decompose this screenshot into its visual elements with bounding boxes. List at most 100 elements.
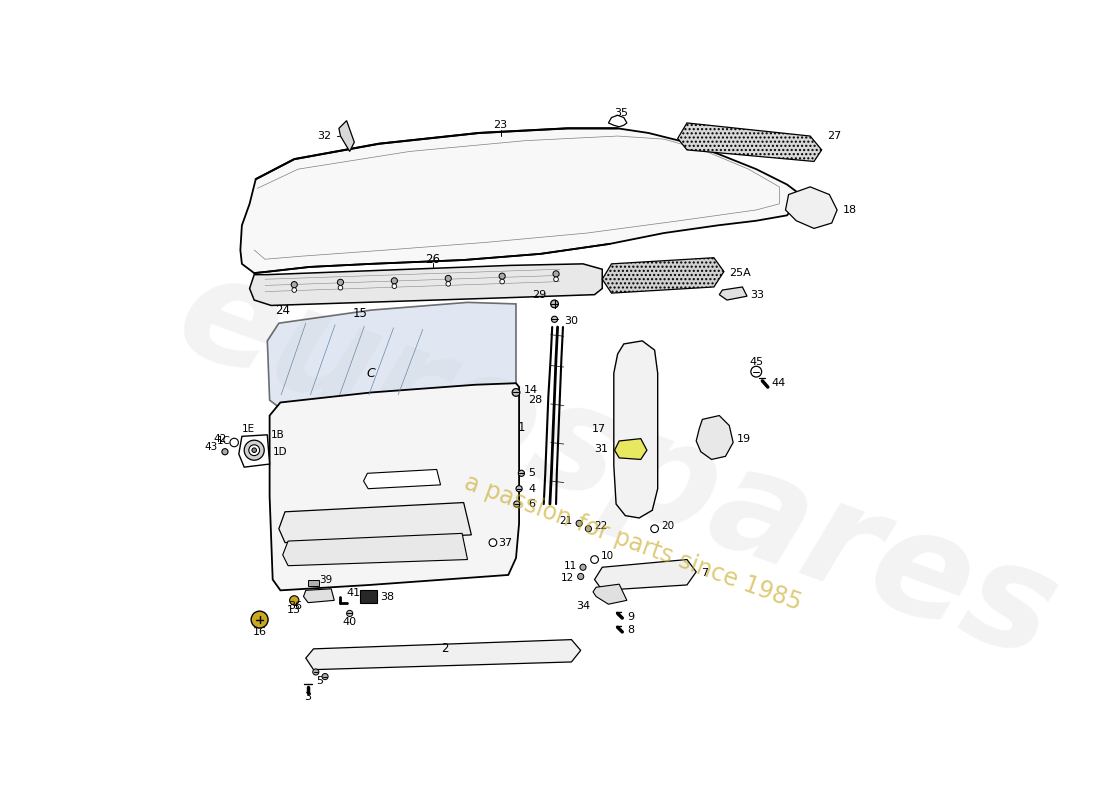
Polygon shape: [270, 383, 519, 590]
Circle shape: [651, 525, 659, 533]
Circle shape: [289, 596, 299, 605]
Polygon shape: [615, 438, 647, 459]
Text: 33: 33: [750, 290, 764, 300]
Polygon shape: [719, 287, 747, 300]
Text: 25A: 25A: [729, 268, 751, 278]
Circle shape: [553, 270, 559, 277]
Text: 1B: 1B: [271, 430, 285, 440]
Text: 42: 42: [213, 434, 227, 444]
Text: 11: 11: [563, 561, 576, 570]
Text: 13: 13: [287, 606, 301, 615]
Polygon shape: [239, 435, 270, 467]
Circle shape: [553, 277, 559, 282]
Circle shape: [446, 275, 451, 282]
Text: 44: 44: [772, 378, 785, 388]
Text: 21: 21: [560, 516, 573, 526]
Text: 12: 12: [561, 573, 574, 583]
Text: 41: 41: [346, 588, 361, 598]
Circle shape: [244, 440, 264, 460]
Circle shape: [490, 538, 497, 546]
Circle shape: [392, 284, 397, 289]
Polygon shape: [250, 264, 603, 306]
Circle shape: [591, 556, 598, 563]
Text: 31: 31: [594, 444, 608, 454]
Circle shape: [518, 470, 525, 476]
Polygon shape: [304, 589, 334, 602]
Text: 22: 22: [594, 521, 608, 530]
Text: 24: 24: [275, 303, 290, 317]
Text: 14: 14: [524, 385, 538, 395]
Polygon shape: [339, 121, 354, 151]
Circle shape: [292, 288, 297, 292]
Polygon shape: [306, 640, 581, 670]
Text: 8: 8: [627, 626, 634, 635]
Text: 40: 40: [342, 617, 356, 627]
Text: 38: 38: [381, 591, 395, 602]
Text: 32: 32: [317, 131, 331, 141]
Text: 1: 1: [517, 421, 525, 434]
Circle shape: [338, 286, 343, 290]
Text: 37: 37: [498, 538, 513, 547]
Circle shape: [292, 282, 297, 288]
Circle shape: [499, 279, 505, 284]
Bar: [308, 579, 319, 586]
Text: 28: 28: [528, 395, 542, 405]
Text: 5: 5: [528, 468, 536, 478]
Polygon shape: [593, 584, 627, 604]
Circle shape: [392, 278, 397, 284]
Circle shape: [580, 564, 586, 570]
Text: 7: 7: [701, 568, 708, 578]
Text: 1E: 1E: [242, 424, 254, 434]
Circle shape: [230, 438, 239, 446]
Circle shape: [514, 501, 520, 507]
Polygon shape: [594, 559, 696, 590]
Circle shape: [585, 526, 592, 532]
Polygon shape: [608, 115, 627, 126]
Text: 39: 39: [319, 574, 332, 585]
Circle shape: [249, 445, 260, 455]
Text: 10: 10: [601, 551, 614, 562]
Text: a passion for parts since 1985: a passion for parts since 1985: [461, 470, 805, 615]
Text: 30: 30: [563, 316, 578, 326]
Text: C: C: [367, 366, 375, 380]
Text: 19: 19: [737, 434, 751, 444]
Circle shape: [338, 279, 343, 286]
Polygon shape: [363, 470, 440, 489]
Circle shape: [551, 316, 558, 322]
Text: 34: 34: [576, 601, 591, 610]
Text: 20: 20: [661, 521, 674, 530]
Circle shape: [551, 300, 559, 308]
Circle shape: [576, 520, 582, 526]
Text: 3: 3: [305, 691, 311, 702]
Text: 27: 27: [827, 131, 842, 141]
Circle shape: [499, 273, 505, 279]
Text: 4: 4: [528, 484, 536, 494]
Circle shape: [446, 282, 451, 286]
Text: 9: 9: [627, 611, 634, 622]
Text: 1D: 1D: [273, 446, 287, 457]
Polygon shape: [241, 128, 803, 273]
Text: 16: 16: [253, 627, 266, 637]
Text: 17: 17: [592, 424, 606, 434]
Text: 43: 43: [204, 442, 218, 452]
Text: 15: 15: [352, 306, 367, 320]
Text: 36: 36: [288, 601, 301, 610]
Text: 18: 18: [843, 205, 857, 215]
Text: 6: 6: [528, 499, 536, 509]
Circle shape: [513, 389, 520, 396]
Text: eurospares: eurospares: [161, 242, 1075, 690]
Circle shape: [252, 448, 256, 453]
Text: 29: 29: [532, 290, 547, 300]
Text: 2: 2: [441, 642, 448, 655]
Text: 26: 26: [426, 253, 440, 266]
Circle shape: [322, 674, 328, 680]
Text: 45: 45: [749, 357, 763, 366]
Polygon shape: [283, 534, 468, 566]
Circle shape: [312, 669, 319, 675]
Polygon shape: [678, 123, 822, 162]
Circle shape: [516, 486, 522, 492]
Polygon shape: [696, 415, 733, 459]
Text: 1C: 1C: [217, 436, 231, 446]
Text: 5: 5: [316, 676, 323, 686]
Text: 35: 35: [615, 108, 628, 118]
